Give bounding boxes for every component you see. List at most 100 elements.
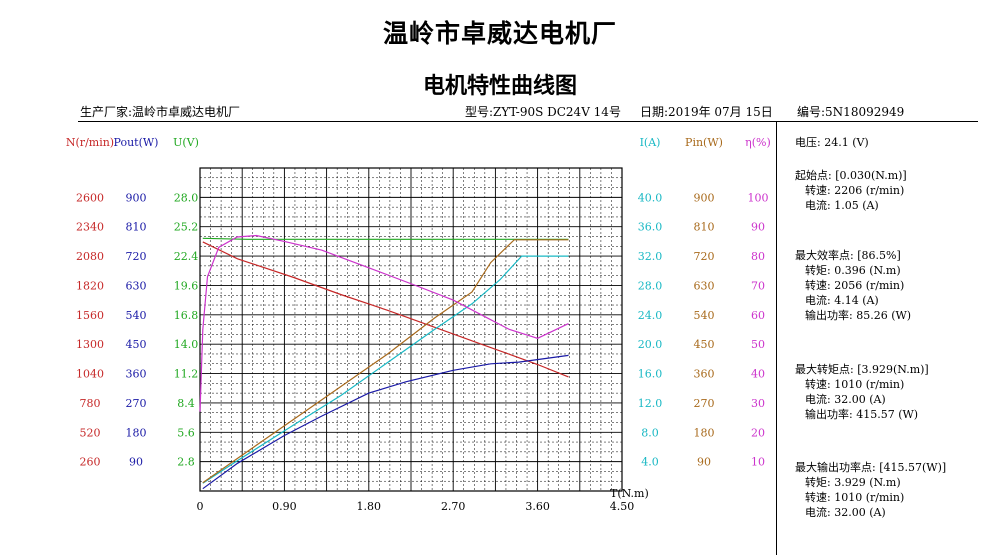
axis-tick-eta: 60	[751, 309, 765, 322]
model-label: 型号:ZYT-90S DC24V 14号	[465, 105, 621, 119]
axis-tick-N: 1040	[76, 368, 104, 381]
axis-tick-N: 2340	[76, 221, 104, 234]
axis-title-eta: η(%)	[745, 136, 771, 149]
start-point-current: 电流: 1.05 (A)	[805, 199, 879, 212]
max-torque-title: 最大转矩点: [3.929(N.m)]	[795, 363, 929, 376]
axis-tick-N: 1300	[76, 338, 104, 351]
axis-tick-Pin: 180	[694, 426, 715, 439]
axis-tick-I: 24.0	[638, 309, 663, 322]
axis-tick-I: 40.0	[638, 191, 663, 204]
axis-tick-N: 520	[80, 426, 101, 439]
max-efficiency-current: 电流: 4.14 (A)	[805, 294, 879, 307]
axis-tick-I: 20.0	[638, 338, 663, 351]
axis-tick-U: 8.4	[177, 397, 195, 410]
series-line-eta	[199, 234, 569, 412]
max-power-block: 最大输出功率点: [415.57(W)] 转矩: 3.929 (N.m) 转速:…	[795, 460, 946, 520]
max-efficiency-block: 最大效率点: [86.5%] 转矩: 0.396 (N.m) 转速: 2056 …	[795, 248, 911, 323]
axis-tick-U: 19.6	[174, 279, 199, 292]
axis-tick-I: 16.0	[638, 368, 663, 381]
series-line-N	[202, 241, 569, 378]
axis-tick-Pout: 450	[126, 338, 147, 351]
header-divider	[78, 121, 978, 122]
company-title: 温岭市卓威达电机厂	[382, 19, 617, 48]
axis-tick-Pout: 540	[126, 309, 147, 322]
max-torque-current: 电流: 32.00 (A)	[805, 393, 886, 406]
max-efficiency-power: 输出功率: 85.26 (W)	[805, 309, 912, 322]
max-efficiency-speed: 转速: 2056 (r/min)	[805, 279, 905, 292]
axis-tick-U: 25.2	[174, 221, 199, 234]
start-point-title: 起始点: [0.030(N.m)]	[795, 169, 907, 182]
manufacturer-label: 生产厂家:温岭市卓威达电机厂	[80, 105, 241, 119]
axis-tick-U: 2.8	[177, 456, 195, 469]
x-tick-label: 4.50	[610, 500, 635, 513]
axis-title-Pout: Pout(W)	[114, 136, 159, 149]
axis-tick-N: 2600	[76, 191, 104, 204]
axis-tick-I: 12.0	[638, 397, 663, 410]
start-point-speed: 转速: 2206 (r/min)	[805, 184, 905, 197]
axis-tick-Pin: 900	[694, 191, 715, 204]
axis-tick-eta: 80	[751, 250, 765, 263]
axis-tick-I: 8.0	[641, 426, 659, 439]
axis-tick-N: 780	[80, 397, 101, 410]
x-tick-label: 1.80	[357, 500, 382, 513]
axis-tick-U: 11.2	[174, 368, 199, 381]
axis-tick-eta: 50	[751, 338, 765, 351]
max-torque-power: 输出功率: 415.57 (W)	[805, 408, 919, 421]
axis-tick-N: 1560	[76, 309, 104, 322]
axis-tick-Pin: 810	[694, 221, 715, 234]
axis-tick-eta: 40	[751, 368, 765, 381]
x-tick-label: 0.90	[272, 500, 297, 513]
axis-tick-U: 22.4	[174, 250, 199, 263]
axis-tick-I: 4.0	[641, 456, 659, 469]
axis-tick-U: 28.0	[174, 191, 199, 204]
axis-title-U: U(V)	[173, 136, 199, 149]
date-label: 日期:2019年 07月 15日	[640, 105, 773, 119]
series-line-Pout	[202, 354, 569, 490]
panel-divider	[776, 121, 777, 555]
axis-tick-N: 2080	[76, 250, 104, 263]
axis-tick-eta: 20	[751, 426, 765, 439]
serial-label: 编号:5N18092949	[797, 105, 905, 119]
axis-tick-Pin: 540	[694, 309, 715, 322]
max-power-torque: 转矩: 3.929 (N.m)	[805, 476, 901, 489]
axis-tick-Pout: 180	[126, 426, 147, 439]
x-axis-label: T(N.m)	[610, 487, 649, 500]
axis-tick-I: 36.0	[638, 221, 663, 234]
voltage-label: 电压: 24.1 (V)	[795, 136, 869, 149]
x-tick-label: 2.70	[441, 500, 466, 513]
max-power-current: 电流: 32.00 (A)	[805, 506, 886, 519]
axis-title-I: I(A)	[640, 136, 661, 149]
axis-tick-I: 32.0	[638, 250, 663, 263]
motor-characteristic-chart: 0 0.90 1.80 2.70 3.60 4.50T(N.m) N(r/min) 260 52…	[66, 136, 771, 513]
axis-tick-eta: 30	[751, 397, 765, 410]
axis-tick-eta: 100	[748, 191, 769, 204]
x-tick-label: 3.60	[525, 500, 550, 513]
axis-tick-N: 1820	[76, 279, 104, 292]
chart-title: 电机特性曲线图	[422, 73, 577, 99]
axis-tick-Pout: 270	[126, 397, 147, 410]
axis-tick-Pout: 810	[126, 221, 147, 234]
axis-title-N: N(r/min)	[66, 136, 114, 149]
axis-tick-Pout: 90	[129, 456, 143, 469]
axis-tick-eta: 90	[751, 221, 765, 234]
max-power-title: 最大输出功率点: [415.57(W)]	[795, 461, 947, 474]
axis-tick-Pout: 360	[126, 368, 147, 381]
axis-tick-I: 28.0	[638, 279, 663, 292]
axis-tick-eta: 10	[751, 456, 765, 469]
axis-tick-N: 260	[80, 456, 101, 469]
axis-tick-Pin: 90	[697, 456, 711, 469]
axis-tick-Pout: 900	[126, 191, 147, 204]
axis-tick-Pout: 630	[126, 279, 147, 292]
axis-tick-Pout: 720	[126, 250, 147, 263]
axis-tick-Pin: 270	[694, 397, 715, 410]
axis-tick-Pin: 450	[694, 338, 715, 351]
max-torque-block: 最大转矩点: [3.929(N.m)] 转速: 1010 (r/min) 电流:…	[795, 362, 929, 422]
axis-tick-eta: 70	[751, 279, 765, 292]
axis-tick-Pin: 630	[694, 279, 715, 292]
max-torque-speed: 转速: 1010 (r/min)	[805, 378, 905, 391]
max-power-speed: 转速: 1010 (r/min)	[805, 491, 905, 504]
axis-tick-U: 5.6	[177, 426, 195, 439]
max-efficiency-title: 最大效率点: [86.5%]	[795, 249, 901, 262]
axis-tick-U: 14.0	[174, 338, 199, 351]
axis-tick-U: 16.8	[174, 309, 199, 322]
